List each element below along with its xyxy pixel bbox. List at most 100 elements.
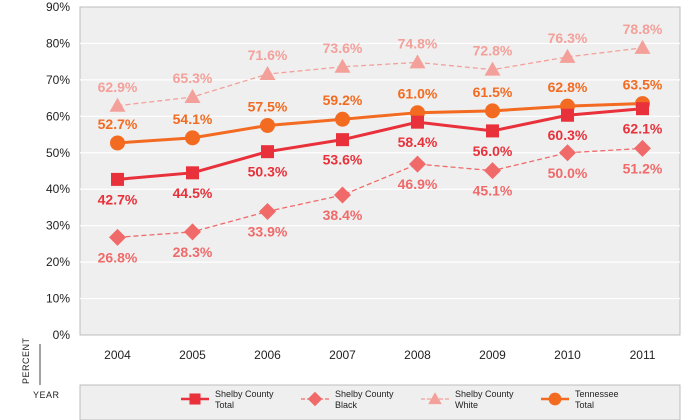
shelby-white-line (117, 47, 643, 107)
shelby-black-point (334, 186, 351, 204)
tennessee-total-point (260, 117, 275, 133)
tennessee-total-data-label: 59.2% (323, 92, 363, 108)
shelby-black-data-label: 45.1% (473, 183, 513, 199)
shelby-total-point (561, 108, 574, 122)
shelby-white-data-label: 65.3% (173, 70, 213, 86)
legend-tennessee-total-label: Total (575, 400, 594, 410)
shelby-black-data-label: 50.0% (548, 165, 588, 181)
y-axis-ticks: 0% 10% 20% 30% 40% 50% 60% 70% 80% 90% (46, 0, 70, 342)
shelby-black-point (259, 202, 276, 220)
shelby-black-data-label: 46.9% (398, 176, 438, 192)
shelby-total-point (186, 166, 199, 180)
y-tick-label: 70% (46, 73, 70, 87)
shelby-total-data-label: 44.5% (173, 185, 213, 201)
shelby-total-data-label: 58.4% (398, 134, 438, 150)
shelby-white-data-label: 74.8% (398, 35, 438, 51)
shelby-white-data-label: 73.6% (323, 40, 363, 56)
shelby-total-data-label: 56.0% (473, 143, 513, 159)
x-tick-label: 2009 (479, 348, 506, 362)
tennessee-total-data-label: 62.8% (548, 79, 588, 95)
y-tick-label: 10% (46, 292, 70, 306)
shelby-white-data-label: 62.9% (98, 79, 138, 95)
shelby-black-data-label: 38.4% (323, 207, 363, 223)
tennessee-total-data-label: 57.5% (248, 98, 288, 114)
series-group (109, 39, 651, 246)
shelby-white-point (109, 97, 126, 112)
shelby-total-data-label: 50.3% (248, 164, 288, 180)
y-tick-label: 40% (46, 182, 70, 196)
x-tick-label: 2004 (104, 348, 131, 362)
shelby-total-point (411, 115, 424, 129)
legend-shelby-total-marker (189, 393, 201, 405)
legend-shelby-white-label: White (455, 400, 478, 410)
shelby-white-data-label: 72.8% (473, 43, 513, 59)
x-tick-label: 2008 (404, 348, 431, 362)
x-tick-label: 2006 (254, 348, 281, 362)
tennessee-total-point (185, 130, 200, 146)
shelby-white-point (259, 66, 276, 81)
shelby-total-point (336, 133, 349, 147)
shelby-total-line (117, 107, 643, 181)
shelby-black-point (409, 155, 426, 173)
legend-shelby-white-label: Shelby County (455, 389, 514, 399)
plot-area (79, 6, 681, 336)
x-axis-ticks: 2004 2005 2006 2007 2008 2009 2010 2011 (104, 348, 656, 362)
legend-shelby-total-label: Shelby County (215, 389, 274, 399)
shelby-black-data-label: 33.9% (248, 223, 288, 239)
x-tick-label: 2005 (179, 348, 206, 362)
shelby-black-point (109, 228, 126, 246)
tennessee-total-point (485, 103, 500, 119)
shelby-total-point (111, 172, 124, 186)
shelby-black-line (117, 147, 643, 238)
shelby-white-data-label: 76.3% (548, 30, 588, 46)
y-axis-title: PERCENT (21, 337, 31, 384)
shelby-white-point (334, 58, 351, 73)
shelby-white-point (184, 89, 201, 104)
tennessee-total-data-label: 61.0% (398, 86, 438, 102)
shelby-black-data-label: 26.8% (98, 249, 138, 265)
shelby-total-point (486, 124, 499, 138)
tennessee-total-data-label: 54.1% (173, 111, 213, 127)
shelby-total-data-label: 60.3% (548, 127, 588, 143)
shelby-total-data-label: 53.6% (323, 152, 363, 168)
shelby-black-point (634, 139, 651, 157)
shelby-black-point (184, 223, 201, 241)
shelby-total-data-label: 42.7% (98, 191, 138, 207)
tennessee-total-point (335, 111, 350, 127)
data-labels: 62.9% 65.3% 71.6% 73.6% 74.8% 72.8% 76.3% 78.8%… (98, 21, 663, 266)
shelby-black-data-label: 28.3% (173, 244, 213, 260)
tennessee-total-point (110, 135, 125, 151)
y-tick-label: 20% (46, 255, 70, 269)
legend-shelby-white-marker (428, 392, 442, 405)
x-tick-label: 2007 (329, 348, 356, 362)
shelby-white-data-label: 78.8% (623, 21, 663, 37)
legend-shelby-black-marker (307, 391, 323, 407)
shelby-total-point (636, 102, 649, 116)
shelby-black-point (559, 144, 576, 162)
legend-tennessee-total-marker (548, 392, 562, 406)
shelby-white-point (409, 54, 426, 69)
y-tick-label: 0% (53, 328, 71, 342)
y-tick-label: 60% (46, 109, 70, 123)
shelby-white-point (634, 39, 651, 54)
tennessee-total-line (117, 102, 643, 145)
shelby-white-data-label: 71.6% (248, 47, 288, 63)
y-tick-label: 30% (46, 219, 70, 233)
y-tick-label: 80% (46, 36, 70, 50)
shelby-white-point (484, 61, 501, 76)
tennessee-total-data-label: 63.5% (623, 77, 663, 93)
shelby-white-point (559, 48, 576, 63)
shelby-total-data-label: 62.1% (623, 121, 663, 137)
x-tick-label: 2010 (554, 348, 581, 362)
tennessee-total-data-label: 52.7% (98, 116, 138, 132)
shelby-total-point (261, 145, 274, 159)
tennessee-total-data-label: 61.5% (473, 84, 513, 100)
legend-box (79, 384, 681, 420)
shelby-black-data-label: 51.2% (623, 160, 663, 176)
legend-shelby-black-label: Shelby County (335, 389, 394, 399)
x-tick-label: 2011 (630, 348, 656, 362)
y-tick-label: 90% (46, 0, 70, 14)
legend-tennessee-total-label: Tennessee (575, 389, 619, 399)
shelby-black-point (484, 162, 501, 180)
